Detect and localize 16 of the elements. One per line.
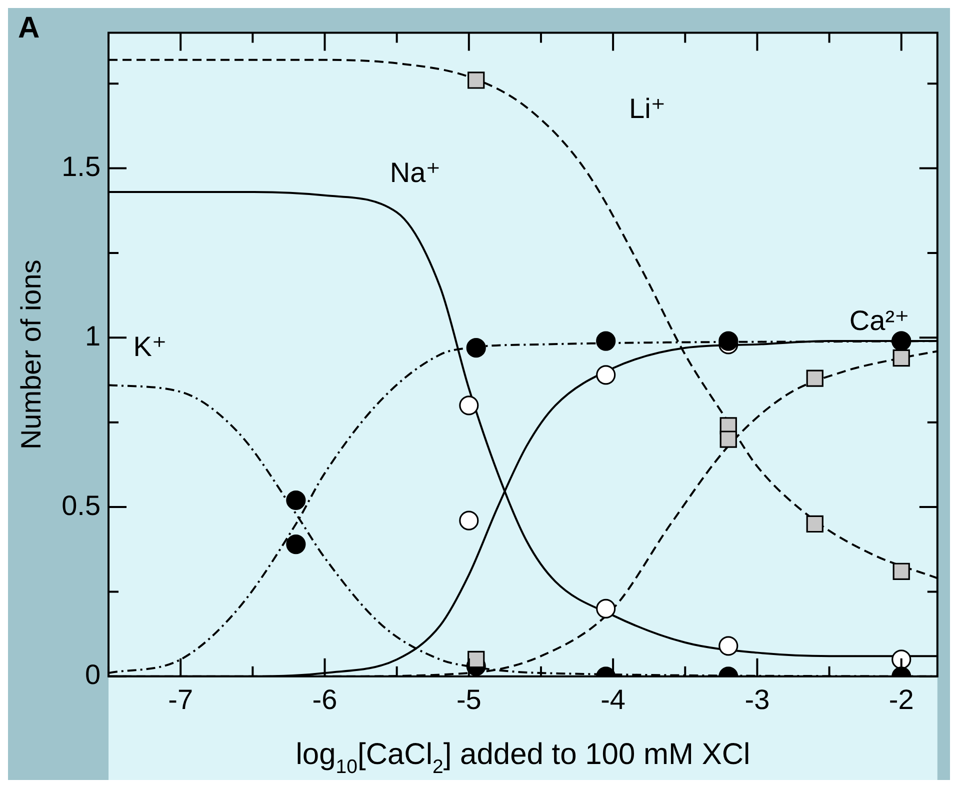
annotation: Na⁺: [390, 157, 440, 188]
y-tick-label: 0.5: [62, 490, 101, 521]
x-tick-label: -6: [312, 684, 338, 715]
x-tick-label: -5: [456, 684, 482, 715]
y-axis-title: Number of ions: [16, 260, 47, 450]
y-tick-label: 1: [84, 320, 101, 352]
x-tick-label: -7: [168, 684, 194, 715]
text: A: [18, 11, 40, 44]
annotation: Li⁺: [629, 92, 666, 124]
x-tick-label: -2: [888, 684, 914, 715]
x-tick-label: -4: [600, 684, 626, 715]
annotation: K⁺: [133, 330, 167, 362]
y-tick-label: 0: [84, 659, 101, 690]
annotation: Ca²⁺: [849, 305, 910, 336]
y-tick-label: 1.5: [62, 151, 101, 182]
x-tick-label: -3: [744, 684, 770, 715]
